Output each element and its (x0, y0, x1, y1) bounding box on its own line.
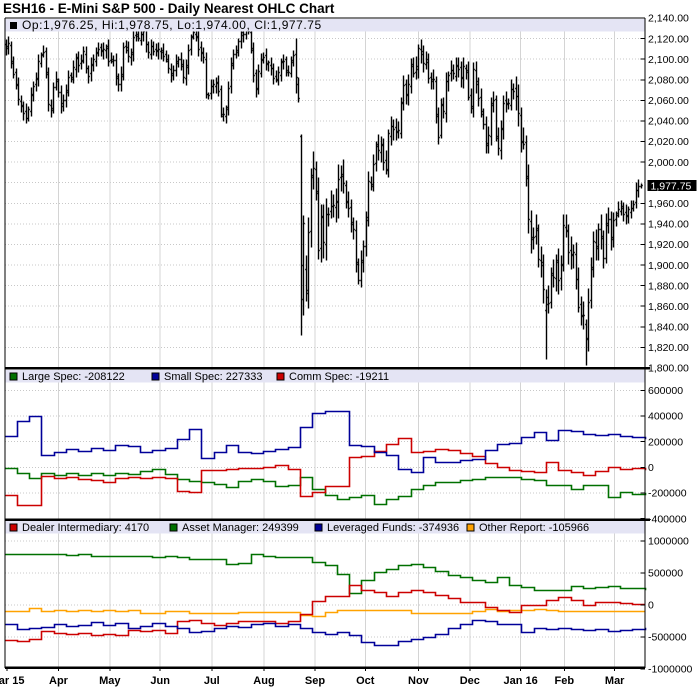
svg-text:Jun: Jun (150, 675, 170, 687)
svg-text:Sep: Sep (305, 675, 325, 687)
svg-text:1,820.00: 1,820.00 (648, 342, 689, 354)
svg-text:500000: 500000 (648, 568, 683, 580)
svg-text:1,920.00: 1,920.00 (648, 239, 689, 251)
svg-text:Jan 16: Jan 16 (503, 675, 537, 687)
svg-text:1,840.00: 1,840.00 (648, 322, 689, 334)
svg-text:400000: 400000 (648, 411, 683, 423)
svg-text:1,880.00: 1,880.00 (648, 280, 689, 292)
svg-text:ESH16 - E-Mini S&P 500 - Daily: ESH16 - E-Mini S&P 500 - Daily Nearest O… (3, 1, 335, 16)
svg-text:Nov: Nov (408, 675, 430, 687)
svg-text:2,100.00: 2,100.00 (648, 54, 689, 66)
svg-text:-400000: -400000 (648, 513, 687, 525)
svg-text:Aug: Aug (253, 675, 274, 687)
svg-text:Feb: Feb (555, 675, 575, 687)
svg-text:Comm Spec: -19211: Comm Spec: -19211 (289, 371, 389, 383)
svg-text:-200000: -200000 (648, 488, 687, 500)
svg-text:Small Spec: 227333: Small Spec: 227333 (164, 371, 262, 383)
svg-text:Large Spec: -208122: Large Spec: -208122 (22, 371, 125, 383)
svg-text:0: 0 (648, 462, 654, 474)
svg-text:2,060.00: 2,060.00 (648, 95, 689, 107)
svg-text:Op:1,976.25, Hi:1,978.75, Lo:1: Op:1,976.25, Hi:1,978.75, Lo:1,974.00, C… (22, 18, 322, 32)
svg-text:1,900.00: 1,900.00 (648, 260, 689, 272)
svg-text:1,800.00: 1,800.00 (648, 363, 689, 375)
svg-text:Leveraged Funds: -374936: Leveraged Funds: -374936 (327, 522, 459, 534)
svg-text:1000000: 1000000 (648, 536, 689, 548)
svg-text:2,020.00: 2,020.00 (648, 136, 689, 148)
svg-text:Asset Manager: 249399: Asset Manager: 249399 (182, 522, 299, 534)
svg-text:Dealer Intermediary: 4170: Dealer Intermediary: 4170 (22, 522, 149, 534)
svg-text:2,000.00: 2,000.00 (648, 157, 689, 169)
svg-text:1,960.00: 1,960.00 (648, 198, 689, 210)
svg-text:2,040.00: 2,040.00 (648, 116, 689, 128)
svg-text:-1000000: -1000000 (648, 664, 693, 676)
svg-text:May: May (99, 675, 121, 687)
svg-text:1,940.00: 1,940.00 (648, 219, 689, 231)
svg-text:2,120.00: 2,120.00 (648, 33, 689, 45)
svg-text:0: 0 (648, 600, 654, 612)
svg-text:Mar 15: Mar 15 (0, 675, 24, 687)
svg-text:1,860.00: 1,860.00 (648, 301, 689, 313)
svg-text:2,080.00: 2,080.00 (648, 75, 689, 87)
svg-text:-500000: -500000 (648, 632, 687, 644)
svg-text:Jul: Jul (204, 675, 220, 687)
svg-text:Mar: Mar (605, 675, 625, 687)
svg-text:600000: 600000 (648, 385, 683, 397)
svg-text:1,977.75: 1,977.75 (651, 180, 692, 192)
svg-text:Dec: Dec (460, 675, 480, 687)
svg-text:200000: 200000 (648, 436, 683, 448)
svg-text:Other Report: -105966: Other Report: -105966 (479, 522, 589, 534)
svg-text:2,140.00: 2,140.00 (648, 13, 689, 25)
svg-text:Apr: Apr (49, 675, 69, 687)
svg-text:Oct: Oct (356, 675, 375, 687)
